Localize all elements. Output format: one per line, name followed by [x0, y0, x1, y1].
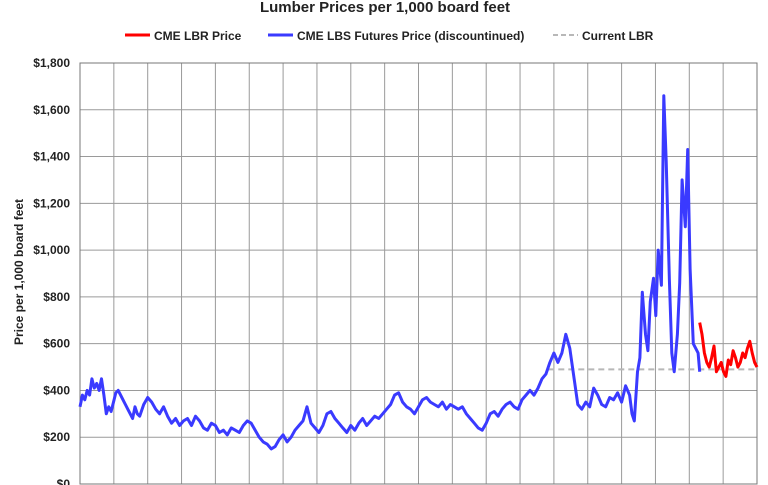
legend: CME LBR Price CME LBS Futures Price (dis… — [125, 29, 654, 43]
y-tick-label: $1,200 — [33, 196, 70, 210]
y-tick-label: $400 — [43, 383, 70, 397]
legend-label-cme-lbr-price: CME LBR Price — [154, 29, 242, 43]
chart-title: Lumber Prices per 1,000 board feet — [260, 0, 510, 16]
y-tick-label: $1,000 — [33, 243, 70, 257]
y-tick-label: $800 — [43, 290, 70, 304]
y-axis-label: Price per 1,000 board feet — [12, 199, 26, 345]
y-tick-label: $1,600 — [33, 103, 70, 117]
series-line-cme-lbs-futures-price-discountinued — [78, 94, 702, 451]
y-tick-label: $600 — [43, 337, 70, 351]
plot-area: $0 $200 $400 $600 $800 $1,000 $1,200 $1,400 $1,6… — [33, 56, 759, 485]
legend-label-cme-lbs-futures: CME LBS Futures Price (discountinued) — [297, 29, 524, 43]
plot-border — [79, 62, 758, 485]
y-tick-label: $0 — [57, 477, 71, 485]
y-tick-label: $200 — [43, 430, 70, 444]
series-line-cme-lbr-price — [698, 322, 759, 378]
legend-label-current-lbr: Current LBR — [582, 29, 654, 43]
y-tick-label: $1,800 — [33, 56, 70, 70]
y-tick-label: $1,400 — [33, 150, 70, 164]
